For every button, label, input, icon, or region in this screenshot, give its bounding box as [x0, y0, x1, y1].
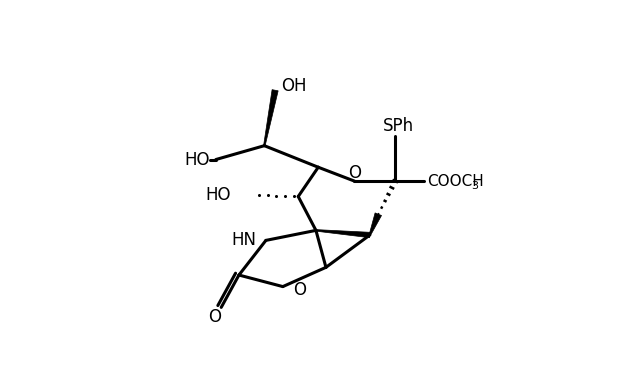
Text: HO: HO [184, 150, 210, 168]
Text: OH: OH [281, 77, 307, 95]
Text: O: O [209, 308, 221, 326]
Polygon shape [316, 230, 370, 238]
Text: COOCH: COOCH [427, 174, 483, 189]
Text: O: O [294, 281, 307, 299]
Text: 3: 3 [471, 181, 478, 191]
Text: SPh: SPh [383, 117, 414, 135]
Polygon shape [263, 90, 278, 146]
Text: HN: HN [232, 231, 257, 250]
Text: HO: HO [205, 186, 232, 204]
Text: O: O [348, 164, 361, 182]
Polygon shape [369, 213, 382, 235]
